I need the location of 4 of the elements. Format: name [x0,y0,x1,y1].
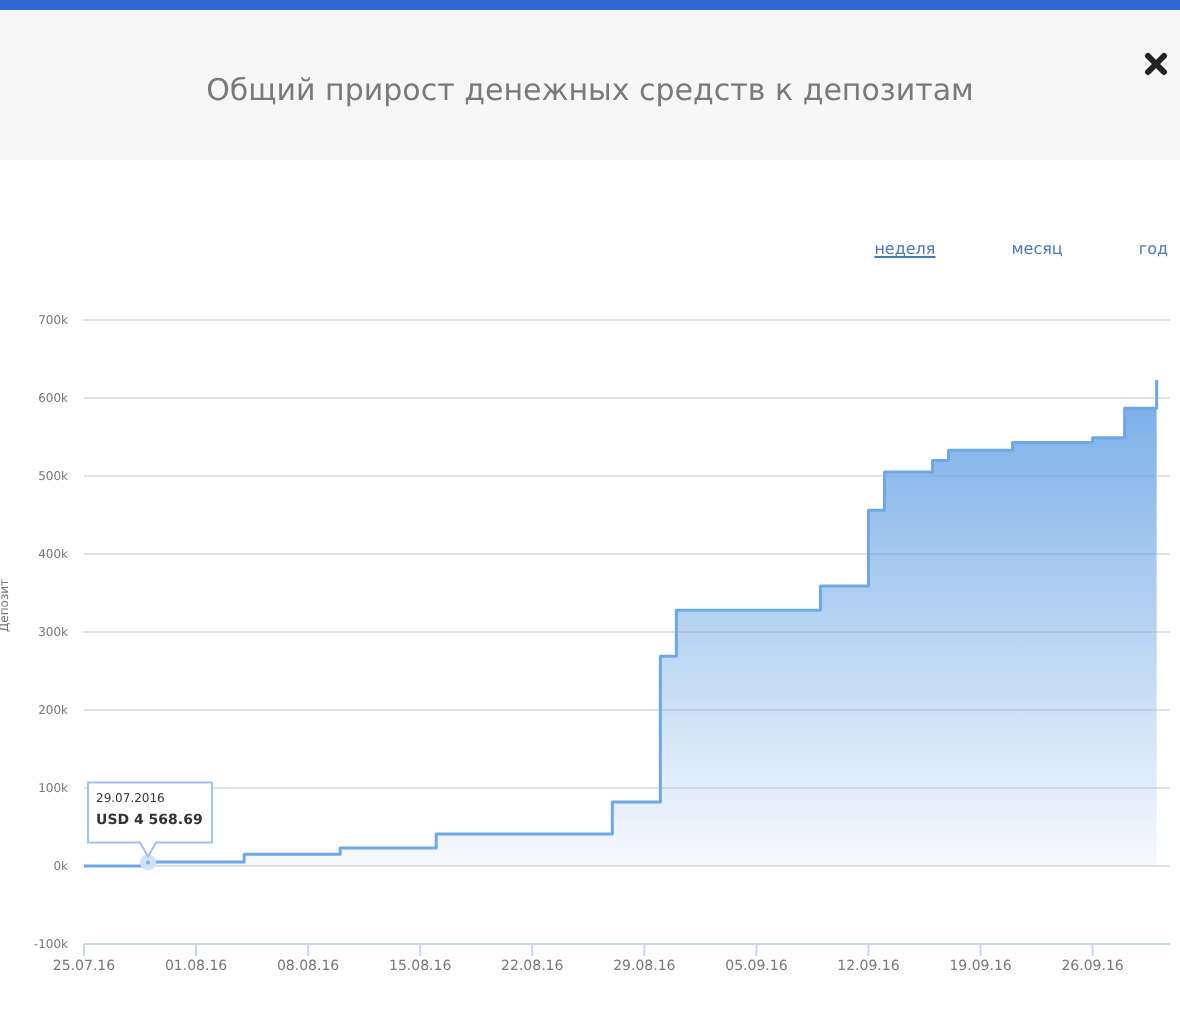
text: неделя [874,240,936,258]
text: год [1138,240,1168,258]
chart-title: Общий прирост денежных средств к депозитам [204,72,976,108]
text: месяц [1011,240,1063,258]
